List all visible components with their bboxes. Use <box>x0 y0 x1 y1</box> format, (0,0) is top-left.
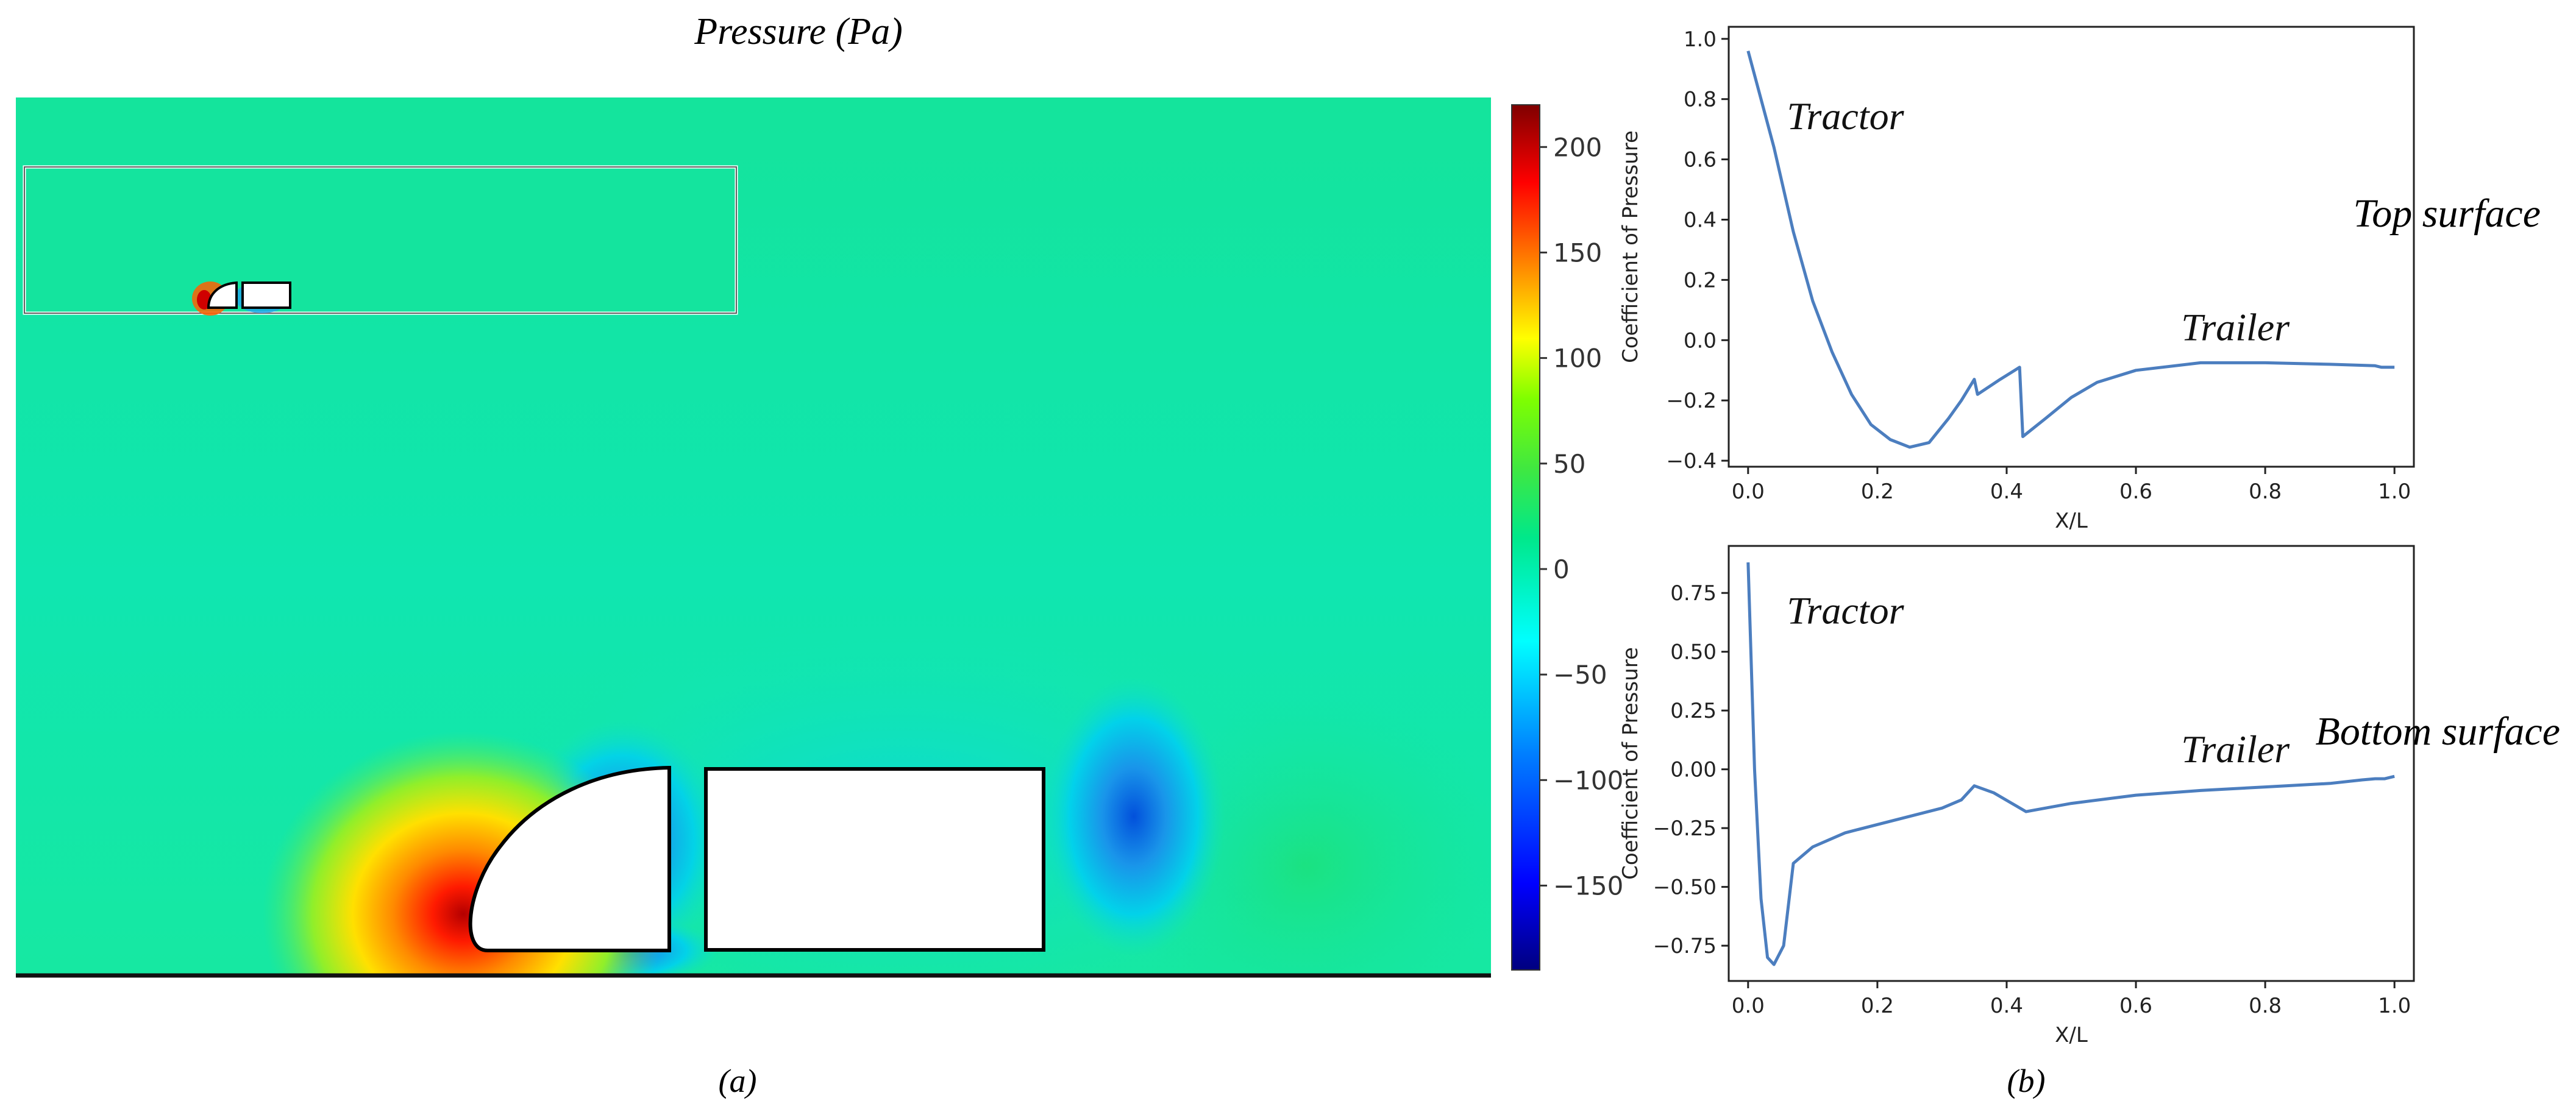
annotation-tractor: Tractor <box>1787 589 1904 632</box>
x-tick-label: 0.8 <box>2249 480 2282 504</box>
annotation-trailer: Trailer <box>2181 305 2290 349</box>
x-tick-label: 1.0 <box>2378 480 2411 504</box>
x-tick-label: 0.8 <box>2249 994 2282 1018</box>
colorbar-tick-label: −100 <box>1553 765 1623 795</box>
row-label-bottom: Bottom surface <box>2316 709 2560 754</box>
tractor-body <box>468 765 671 952</box>
y-tick-label: 1.0 <box>1684 27 1717 52</box>
cp-series-line <box>1746 562 2395 966</box>
x-axis-label: X/L <box>2055 509 2088 533</box>
x-tick-label: 0.0 <box>1732 480 1765 504</box>
y-tick-label: 0.8 <box>1684 88 1717 112</box>
x-tick-label: 0.2 <box>1861 994 1894 1018</box>
row-label-top: Top surface <box>2354 191 2541 236</box>
colorbar-tick-label: −50 <box>1553 660 1607 690</box>
y-tick-label: 0.4 <box>1684 208 1717 232</box>
x-tick-label: 0.2 <box>1861 480 1894 504</box>
colorbar-ticks: 200 150 100 50 0 −50 −100 −150 <box>1540 132 1623 901</box>
colorbar-tick-label: 50 <box>1553 449 1585 479</box>
y-tick-label: 0.6 <box>1684 148 1717 172</box>
y-tick-label: 0.2 <box>1684 268 1717 292</box>
colorbar-tick-label: 0 <box>1553 554 1570 584</box>
pressure-field <box>16 97 1491 975</box>
caption-b: (b) <box>2007 1063 2046 1099</box>
overview-inset <box>23 165 738 316</box>
trailer-body <box>704 767 1045 952</box>
y-tick-label: −0.75 <box>1653 934 1717 958</box>
y-axis-label: Coefficient of Pressure <box>1618 647 1643 880</box>
plot-frame <box>1727 545 2415 982</box>
y-tick-label: −0.50 <box>1653 876 1717 900</box>
x-tick-label: 0.6 <box>2119 994 2152 1018</box>
x-tick-label: 0.4 <box>1990 994 2023 1018</box>
pressure-colorbar: 200 150 100 50 0 −50 −100 −150 <box>1511 104 1623 971</box>
y-tick-label: 0.25 <box>1670 699 1717 723</box>
colorbar-tick-label: −150 <box>1553 871 1623 901</box>
y-tick-label: 0.50 <box>1670 640 1717 665</box>
y-tick-label: −0.2 <box>1666 389 1717 413</box>
x-tick-label: 0.6 <box>2119 480 2152 504</box>
colorbar-tick-label: 200 <box>1553 132 1602 162</box>
cp-top-chart: 0.0 0.2 0.4 0.6 0.8 1.0 1.0 0.8 0.6 0.4 0.2 0.0 −0.2… <box>1618 26 2415 533</box>
cp-bottom-chart: 0.0 0.2 0.4 0.6 0.8 1.0 0.75 0.50 0.25 0.00 −0.25 −… <box>1618 545 2415 1047</box>
y-tick-label: 0.0 <box>1684 328 1717 353</box>
y-tick-label: 0.00 <box>1670 758 1717 782</box>
y-tick-label: −0.4 <box>1666 449 1717 473</box>
annotation-trailer: Trailer <box>2181 727 2290 771</box>
x-tick-label: 0.4 <box>1990 480 2023 504</box>
y-tick-label: 0.75 <box>1670 581 1717 606</box>
caption-a: (a) <box>719 1063 757 1099</box>
cp-plots-panel: 0.0 0.2 0.4 0.6 0.8 1.0 1.0 0.8 0.6 0.4 0.2 0.0 −0.2… <box>1618 26 2560 1099</box>
x-tick-label: 0.0 <box>1732 994 1765 1018</box>
y-tick-label: −0.25 <box>1653 816 1717 841</box>
cp-series-line <box>1746 50 2395 449</box>
contour-title: Pressure (Pa) <box>694 11 902 52</box>
plot-frame <box>1727 26 2415 468</box>
colorbar-tick-label: 150 <box>1553 238 1602 267</box>
x-axis-label: X/L <box>2055 1023 2088 1047</box>
colorbar-tick-label: 100 <box>1553 344 1602 373</box>
annotation-tractor: Tractor <box>1787 94 1904 138</box>
y-axis-label: Coefficient of Pressure <box>1618 130 1643 363</box>
x-tick-label: 1.0 <box>2378 994 2411 1018</box>
